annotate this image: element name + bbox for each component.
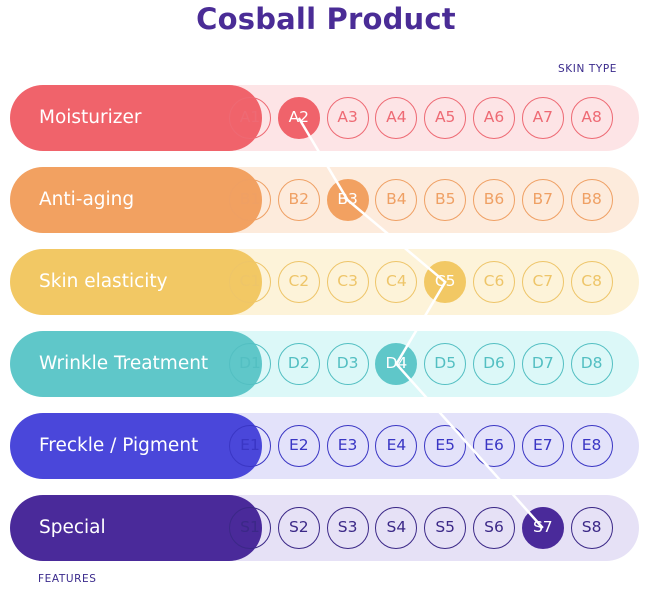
skin-type-cell-b8[interactable]: B8 xyxy=(570,179,613,221)
selected-cell-b3[interactable]: B3 xyxy=(326,179,369,221)
skin-type-cell-s3[interactable]: S3 xyxy=(326,507,369,549)
feature-label: Skin elasticity xyxy=(10,249,262,315)
skin-type-cell-e6[interactable]: E6 xyxy=(473,425,515,467)
row-freckle-pigment: Freckle / Pigment E1 E2 E3 E4 E5 E6 E7 E8 xyxy=(10,413,639,479)
skin-type-cell-d1[interactable]: D1 xyxy=(229,343,271,385)
skin-type-axis-label: SKIN TYPE xyxy=(558,63,618,75)
skin-type-cell-d2[interactable]: D2 xyxy=(277,343,320,385)
skin-type-cell-c7[interactable]: C7 xyxy=(521,261,564,303)
skin-type-cell-a7[interactable]: A7 xyxy=(521,97,564,139)
skin-type-cell-c2[interactable]: C2 xyxy=(277,261,320,303)
skin-type-cell-d3[interactable]: D3 xyxy=(326,343,369,385)
page-title: Cosball Product xyxy=(196,2,456,36)
skin-type-cell-d6[interactable]: D6 xyxy=(473,343,515,385)
features-axis-label: FEATURES xyxy=(38,573,97,585)
skin-type-cell-a6[interactable]: A6 xyxy=(473,97,515,139)
skin-type-cell-a5[interactable]: A5 xyxy=(424,97,467,139)
row-special: Special S1 S2 S3 S4 S5 S6 S7 S8 xyxy=(10,495,639,561)
feature-label: Anti-aging xyxy=(10,167,262,233)
skin-type-cell-d7[interactable]: D7 xyxy=(521,343,564,385)
row-wrinkle-treatment: Wrinkle Treatment D1 D2 D3 D4 D5 D6 D7 D8 xyxy=(10,331,639,397)
row-skin-elasticity: Skin elasticity C1 C2 C3 C4 C5 C6 C7 C8 xyxy=(10,249,639,315)
skin-type-cell-e2[interactable]: E2 xyxy=(277,425,320,467)
skin-type-cell-d8[interactable]: D8 xyxy=(570,343,613,385)
selected-cell-s7[interactable]: S7 xyxy=(521,507,564,549)
feature-label: Moisturizer xyxy=(10,85,262,151)
feature-label: Freckle / Pigment xyxy=(10,413,262,479)
skin-type-cell-s2[interactable]: S2 xyxy=(277,507,320,549)
skin-type-cell-a3[interactable]: A3 xyxy=(326,97,369,139)
selected-cell-c5[interactable]: C5 xyxy=(424,261,467,303)
skin-type-cell-b1[interactable]: B1 xyxy=(229,179,271,221)
skin-type-cell-a1[interactable]: A1 xyxy=(229,97,271,139)
skin-type-cell-c3[interactable]: C3 xyxy=(326,261,369,303)
skin-type-cell-e8[interactable]: E8 xyxy=(570,425,613,467)
skin-type-cell-s8[interactable]: S8 xyxy=(570,507,613,549)
skin-type-cell-b6[interactable]: B6 xyxy=(473,179,515,221)
skin-type-cell-c8[interactable]: C8 xyxy=(570,261,613,303)
skin-type-cell-s1[interactable]: S1 xyxy=(229,507,271,549)
skin-type-cell-e3[interactable]: E3 xyxy=(326,425,369,467)
skin-type-cell-b5[interactable]: B5 xyxy=(424,179,467,221)
skin-type-cell-c6[interactable]: C6 xyxy=(473,261,515,303)
skin-type-cell-s6[interactable]: S6 xyxy=(473,507,515,549)
skin-type-cell-e1[interactable]: E1 xyxy=(229,425,271,467)
skin-type-cell-b7[interactable]: B7 xyxy=(521,179,564,221)
skin-type-cell-a8[interactable]: A8 xyxy=(570,97,613,139)
skin-type-cell-e5[interactable]: E5 xyxy=(424,425,467,467)
feature-label: Special xyxy=(10,495,262,561)
selected-cell-a2[interactable]: A2 xyxy=(277,97,320,139)
row-anti-aging: Anti-aging B1 B2 B3 B4 B5 B6 B7 B8 xyxy=(10,167,639,233)
skin-type-cell-b2[interactable]: B2 xyxy=(277,179,320,221)
row-moisturizer: Moisturizer A1 A2 A3 A4 A5 A6 A7 A8 xyxy=(10,85,639,151)
skin-type-cell-e7[interactable]: E7 xyxy=(521,425,564,467)
skin-type-cell-s5[interactable]: S5 xyxy=(424,507,467,549)
feature-label: Wrinkle Treatment xyxy=(10,331,262,397)
skin-type-cell-c1[interactable]: C1 xyxy=(229,261,271,303)
skin-type-cell-d5[interactable]: D5 xyxy=(424,343,467,385)
